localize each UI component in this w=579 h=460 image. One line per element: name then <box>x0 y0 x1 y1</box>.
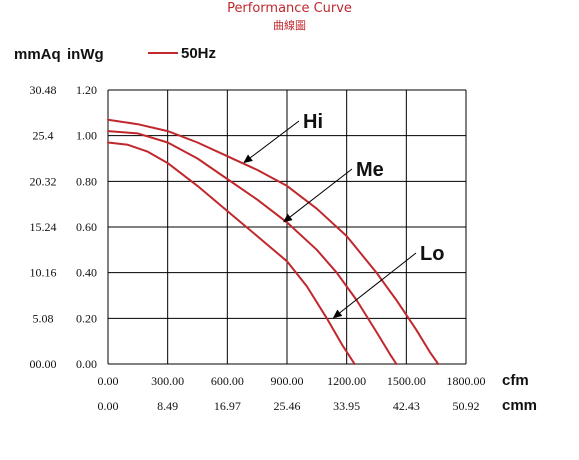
y-tick-label-mmaq: 10.16 <box>30 266 57 280</box>
series-line-lo <box>107 141 356 365</box>
chart-subtitle: 曲線圖 <box>273 19 306 32</box>
x-tick-label-cmm: 8.49 <box>157 399 178 413</box>
annotation-arrowhead-lo <box>332 309 343 319</box>
annotation-arrow-me <box>289 168 353 218</box>
x-tick-label-cfm: 1200.00 <box>327 374 366 388</box>
x-tick-label-cfm: 900.00 <box>271 374 304 388</box>
y-unit-inwg: inWg <box>67 46 104 63</box>
curve-label-hi: Hi <box>303 111 323 133</box>
y-tick-label-inwg: 0.00 <box>76 357 97 371</box>
x-tick-label-cmm: 42.43 <box>393 399 420 413</box>
x-unit-cfm: cfm <box>502 372 529 389</box>
x-tick-label-cfm: 0.00 <box>98 374 119 388</box>
y-tick-label-mmaq: 30.48 <box>30 83 57 97</box>
curve-label-lo: Lo <box>420 243 444 265</box>
x-tick-label-cfm: 1500.00 <box>387 374 426 388</box>
annotation-arrowhead-me <box>283 213 293 223</box>
y-tick-label-inwg: 0.40 <box>76 266 97 280</box>
curve-label-me: Me <box>356 159 384 181</box>
x-tick-label-cfm: 300.00 <box>151 374 184 388</box>
x-tick-label-cfm: 600.00 <box>211 374 244 388</box>
y-tick-label-inwg: 0.80 <box>76 174 97 188</box>
y-tick-label-inwg: 1.00 <box>76 129 97 143</box>
x-unit-cmm: cmm <box>502 397 537 414</box>
curves <box>107 118 440 365</box>
chart-title: Performance Curve <box>227 1 352 16</box>
y-unit-mmaq: mmAq <box>14 46 61 63</box>
series-line-hi <box>107 118 440 365</box>
annotation-arrow-hi <box>250 120 300 159</box>
y-tick-label-mmaq: 15.24 <box>30 220 57 234</box>
tick-labels: 0.00 300.00 600.00 900.00 1200.00 1500.00 1800… <box>30 83 486 413</box>
x-tick-label-cfm: 1800.00 <box>447 374 486 388</box>
annotation-arrow-lo <box>339 252 417 314</box>
y-tick-label-mmaq: 25.4 <box>33 129 54 143</box>
annotation-arrowhead-hi <box>243 154 253 164</box>
x-tick-label-cmm: 25.46 <box>274 399 301 413</box>
x-tick-label-cmm: 16.97 <box>214 399 241 413</box>
x-tick-label-cmm: 33.95 <box>333 399 360 413</box>
y-tick-label-mmaq: 20.32 <box>30 174 57 188</box>
y-tick-label-inwg: 0.20 <box>76 311 97 325</box>
x-tick-label-cmm: 0.00 <box>98 399 119 413</box>
y-tick-label-mmaq: 5.08 <box>33 311 54 325</box>
y-tick-label-mmaq: 00.00 <box>30 357 57 371</box>
y-tick-label-inwg: 0.60 <box>76 220 97 234</box>
y-tick-label-inwg: 1.20 <box>76 83 97 97</box>
x-tick-label-cmm: 50.92 <box>453 399 480 413</box>
series-line-me <box>107 130 398 365</box>
grid <box>107 89 467 365</box>
legend-label: 50Hz <box>181 45 216 62</box>
annotations: Hi Me Lo <box>243 111 444 319</box>
